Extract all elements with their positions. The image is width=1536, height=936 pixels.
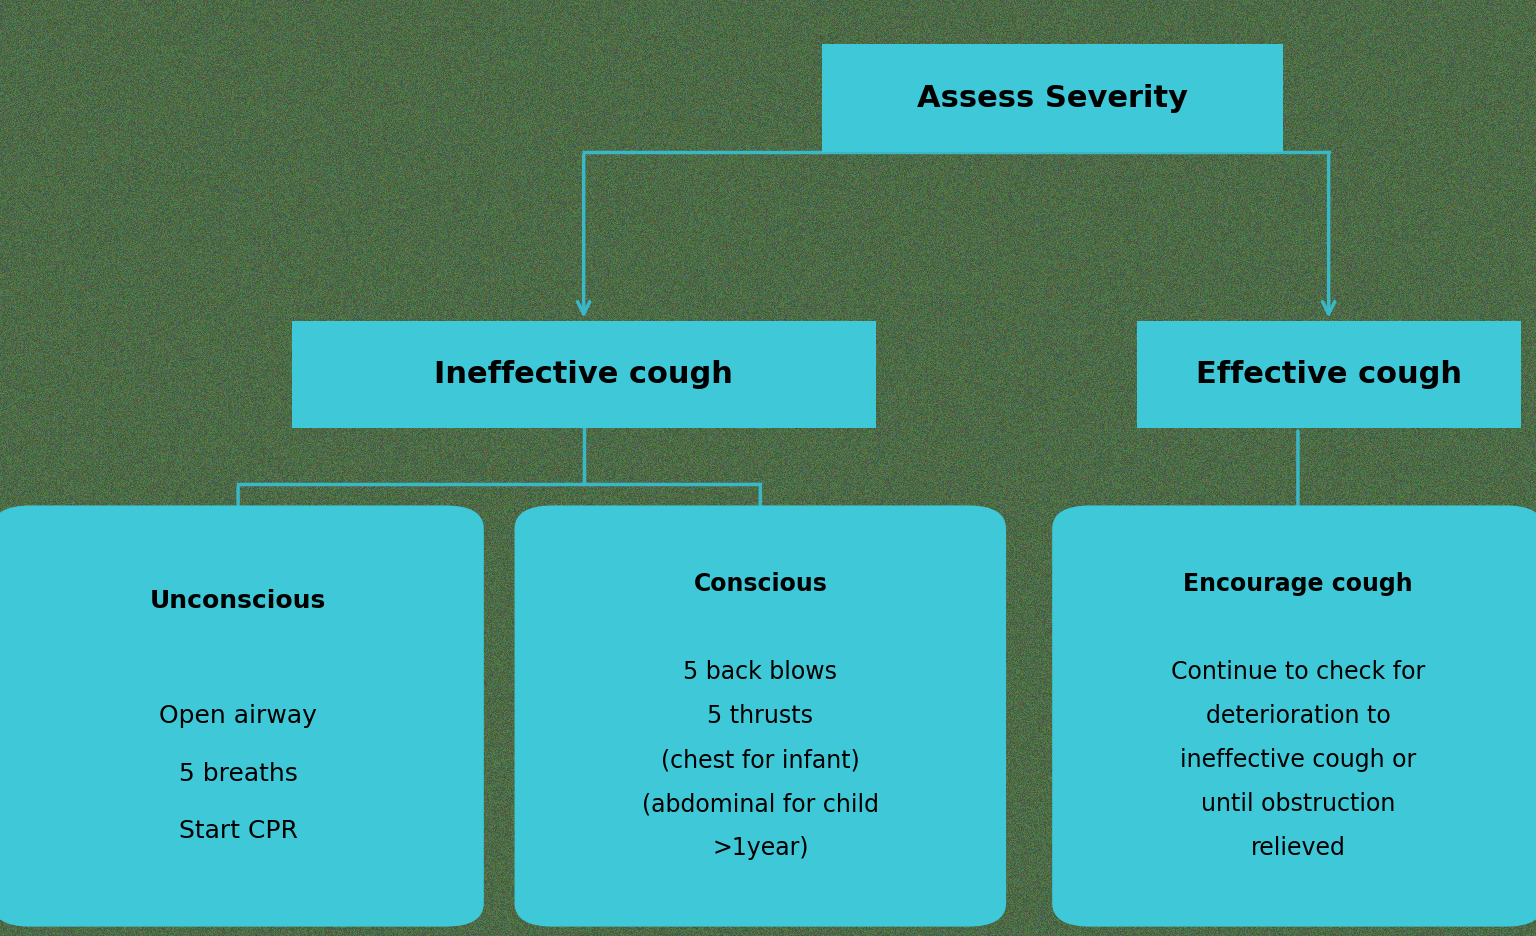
Text: until obstruction: until obstruction bbox=[1201, 792, 1395, 816]
Text: Assess Severity: Assess Severity bbox=[917, 84, 1187, 112]
Text: Open airway: Open airway bbox=[160, 704, 316, 728]
FancyBboxPatch shape bbox=[822, 44, 1283, 152]
Text: (abdominal for child: (abdominal for child bbox=[642, 792, 879, 816]
Text: Start CPR: Start CPR bbox=[178, 819, 298, 843]
Text: >1year): >1year) bbox=[713, 836, 808, 860]
Text: Conscious: Conscious bbox=[693, 572, 828, 596]
Text: 5 breaths: 5 breaths bbox=[178, 762, 298, 785]
Text: Encourage cough: Encourage cough bbox=[1183, 572, 1413, 596]
Text: Unconscious: Unconscious bbox=[151, 589, 326, 613]
Text: 5 thrusts: 5 thrusts bbox=[707, 704, 814, 728]
Text: 5 back blows: 5 back blows bbox=[684, 660, 837, 684]
Text: (chest for infant): (chest for infant) bbox=[660, 748, 860, 772]
Text: relieved: relieved bbox=[1250, 836, 1346, 860]
Text: ineffective cough or: ineffective cough or bbox=[1180, 748, 1416, 772]
Text: Effective cough: Effective cough bbox=[1195, 360, 1462, 388]
Text: Ineffective cough: Ineffective cough bbox=[435, 360, 733, 388]
Text: Continue to check for: Continue to check for bbox=[1170, 660, 1425, 684]
FancyBboxPatch shape bbox=[1137, 320, 1521, 429]
FancyBboxPatch shape bbox=[0, 505, 484, 927]
FancyBboxPatch shape bbox=[1052, 505, 1536, 927]
FancyBboxPatch shape bbox=[292, 320, 876, 429]
Text: deterioration to: deterioration to bbox=[1206, 704, 1390, 728]
FancyBboxPatch shape bbox=[515, 505, 1006, 927]
